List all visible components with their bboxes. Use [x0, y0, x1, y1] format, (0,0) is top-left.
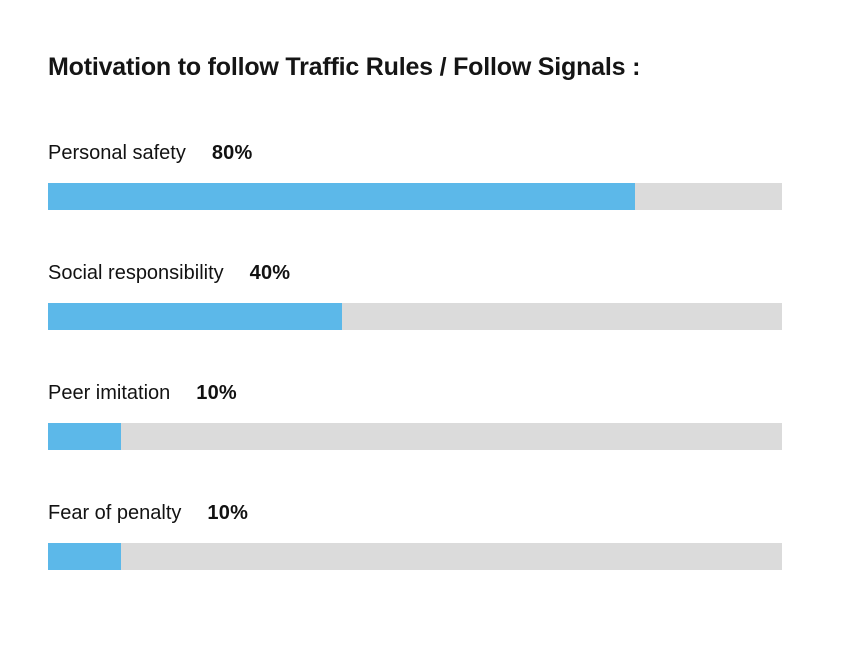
bar-row: Social responsibility 40%	[48, 262, 782, 330]
bar-fill	[48, 303, 342, 330]
bar-value-label: 80%	[211, 142, 253, 164]
bar-value-label: 40%	[249, 262, 291, 284]
bar-row-label: Personal safety 80%	[48, 142, 782, 164]
bar-row-label: Fear of penalty 10%	[48, 502, 782, 524]
bar-track	[48, 183, 782, 210]
bar-value-label: 10%	[207, 502, 249, 524]
bar-row: Peer imitation 10%	[48, 382, 782, 450]
bar-track	[48, 303, 782, 330]
bar-category-label: Personal safety	[48, 142, 186, 164]
bar-track	[48, 543, 782, 570]
bar-value-label: 10%	[196, 382, 237, 404]
bar-row: Personal safety 80%	[48, 142, 782, 210]
bar-rows: Personal safety 80% Social responsibility…	[48, 142, 782, 570]
chart-title: Motivation to follow Traffic Rules / Fol…	[48, 53, 641, 81]
bar-row-label: Social responsibility 40%	[48, 262, 782, 284]
bar-fill	[48, 543, 122, 570]
bar-row-label: Peer imitation 10%	[48, 382, 782, 404]
bar-row: Fear of penalty 10%	[48, 502, 782, 570]
bar-category-label: Fear of penalty	[48, 502, 182, 524]
bar-category-label: Social responsibility	[48, 262, 224, 284]
bar-fill	[48, 423, 122, 450]
bar-category-label: Peer imitation	[48, 382, 171, 404]
bar-fill	[48, 183, 636, 210]
bar-track	[48, 423, 782, 450]
